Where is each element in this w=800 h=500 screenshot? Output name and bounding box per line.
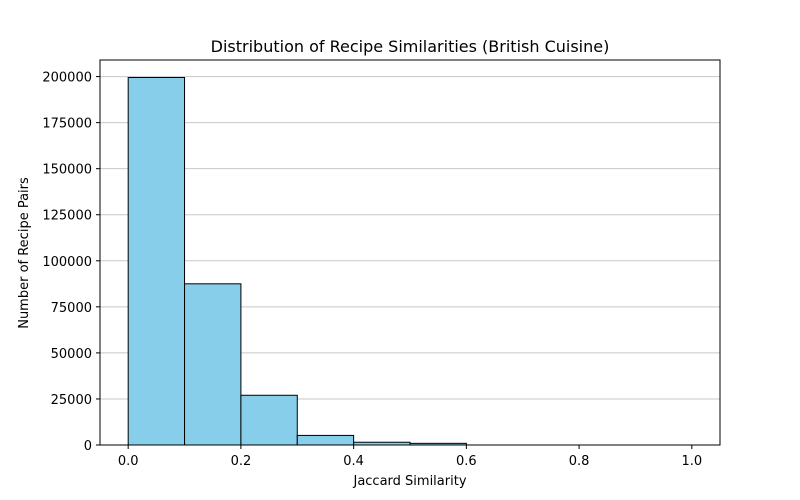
histogram-bar [184, 283, 242, 446]
y-tick-label: 0 [84, 439, 92, 454]
y-tick-label: 175000 [42, 117, 92, 132]
y-tick-label: 100000 [42, 255, 92, 270]
plot-frame [99, 59, 721, 446]
y-tick-label: 25000 [51, 393, 92, 408]
x-axis-ticks: 0.0 0.2 0.4 0.6 0.8 1.0 [118, 445, 702, 469]
y-tick-label: 150000 [42, 163, 92, 178]
x-tick-label: 0.4 [343, 454, 364, 469]
y-tick-label: 125000 [42, 209, 92, 224]
histogram-bar [127, 77, 186, 446]
y-tick-label: 50000 [51, 347, 92, 362]
y-axis-ticks: 0 25000 50000 75000 100000 125000 150000 175000… [42, 71, 100, 454]
y-axis-label: Number of Recipe Pairs [17, 177, 32, 329]
histogram-bar [240, 394, 298, 446]
x-tick-label: 1.0 [681, 454, 702, 469]
x-tick-label: 0.2 [231, 454, 252, 469]
x-tick-label: 0.6 [456, 454, 477, 469]
bars [127, 77, 467, 446]
chart-title: Distribution of Recipe Similarities (Bri… [211, 37, 610, 56]
y-tick-label: 75000 [51, 301, 92, 316]
x-tick-label: 0.0 [118, 454, 139, 469]
x-axis-label: Jaccard Similarity [352, 474, 466, 489]
y-tick-label: 200000 [42, 71, 92, 86]
x-tick-label: 0.8 [569, 454, 590, 469]
histogram-bar [296, 434, 355, 446]
